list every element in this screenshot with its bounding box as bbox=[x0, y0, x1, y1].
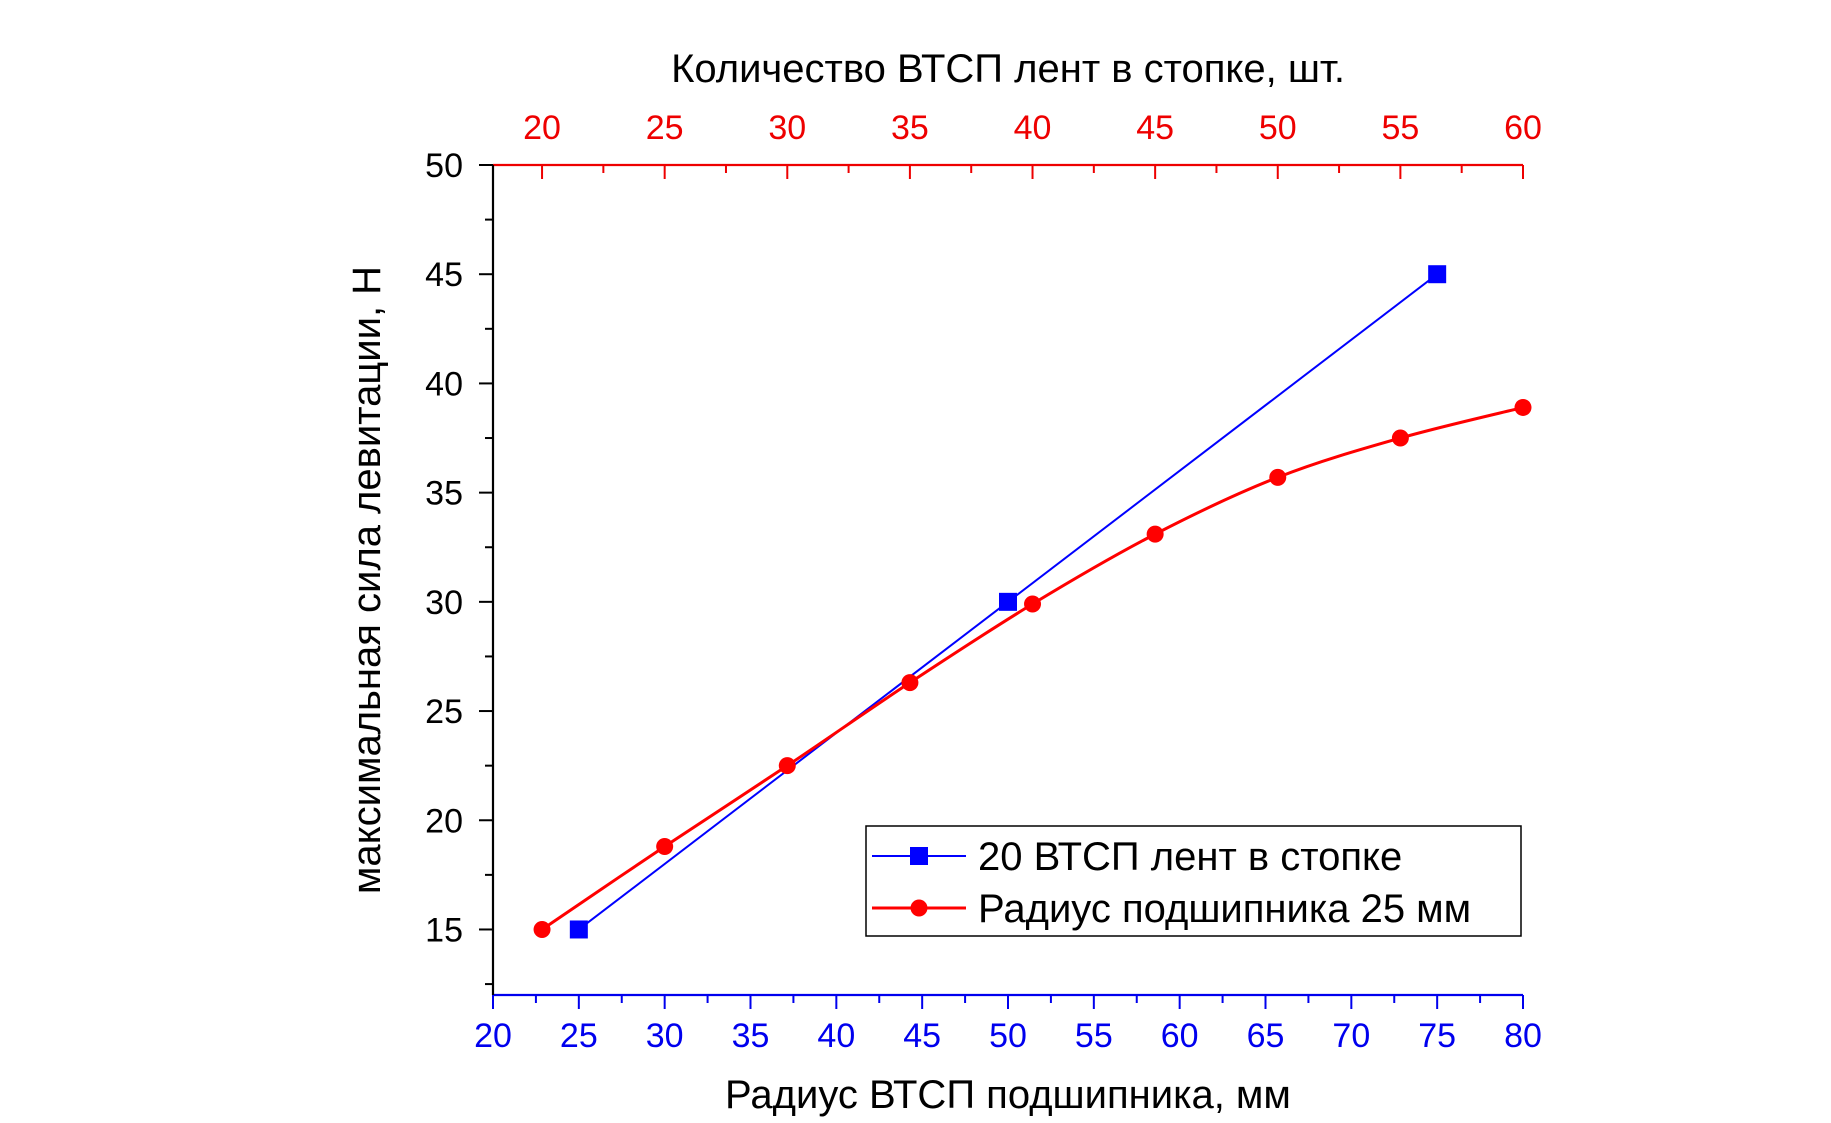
series-1-point bbox=[901, 674, 919, 692]
series-0-point bbox=[1428, 265, 1447, 284]
x-tick-label: 30 bbox=[646, 1017, 684, 1055]
x2-tick-label: 45 bbox=[1136, 109, 1174, 147]
series-1-point bbox=[656, 837, 674, 855]
y-tick-label: 15 bbox=[425, 911, 463, 949]
x-tick-label: 60 bbox=[1161, 1017, 1199, 1055]
series-1-line bbox=[541, 405, 1524, 931]
legend-box bbox=[865, 825, 1522, 937]
x-tick-label: 50 bbox=[989, 1017, 1027, 1055]
axes: 20 25 30 35 40 45 50 55 60 65 70 75 80 20 25 30 35 40 45 50… bbox=[425, 109, 1542, 1055]
y-tick-label: 20 bbox=[425, 802, 463, 840]
x2-tick-label: 55 bbox=[1381, 109, 1419, 147]
legend-marker-1 bbox=[910, 899, 928, 917]
series-layer bbox=[533, 265, 1532, 939]
y-tick-label: 30 bbox=[425, 584, 463, 622]
series-1-point bbox=[1514, 398, 1532, 416]
x-tick-label: 80 bbox=[1504, 1017, 1542, 1055]
y-tick-label: 45 bbox=[425, 256, 463, 294]
x2-tick-label: 35 bbox=[891, 109, 929, 147]
legend-label-0: 20 ВТСП лент в стопке bbox=[978, 835, 1402, 879]
y-tick-label: 25 bbox=[425, 693, 463, 731]
x-axis-title: Радиус ВТСП подшипника, мм bbox=[725, 1073, 1291, 1117]
y-tick-label: 50 bbox=[425, 147, 463, 185]
x-tick-label: 20 bbox=[474, 1017, 512, 1055]
axis-titles: Радиус ВТСП подшипника, мм Количество ВТ… bbox=[345, 47, 1345, 1117]
x2-tick-label: 60 bbox=[1504, 109, 1542, 147]
legend-label-1: Радиус подшипника 25 мм bbox=[978, 887, 1471, 931]
x2-axis-title: Количество ВТСП лент в стопке, шт. bbox=[671, 47, 1345, 91]
x-tick-label: 70 bbox=[1332, 1017, 1370, 1055]
series-1-point bbox=[1146, 525, 1164, 543]
y-tick-label: 40 bbox=[425, 365, 463, 403]
x-tick-label: 55 bbox=[1075, 1017, 1113, 1055]
x2-tick-label: 30 bbox=[768, 109, 806, 147]
series-1-point bbox=[1024, 595, 1042, 613]
legend-marker-0 bbox=[910, 847, 928, 865]
series-0-point bbox=[569, 920, 588, 939]
x-tick-label: 40 bbox=[817, 1017, 855, 1055]
x-tick-label: 65 bbox=[1247, 1017, 1285, 1055]
legend: 20 ВТСП лент в стопке Радиус подшипника 2… bbox=[865, 825, 1522, 937]
x2-tick-label: 50 bbox=[1259, 109, 1297, 147]
series-1-point bbox=[778, 757, 796, 775]
series-1-point bbox=[533, 920, 551, 938]
x-tick-label: 25 bbox=[560, 1017, 598, 1055]
series-1-point bbox=[1269, 468, 1287, 486]
x2-tick-label: 20 bbox=[523, 109, 561, 147]
y-tick-label: 35 bbox=[425, 475, 463, 513]
x-tick-label: 75 bbox=[1418, 1017, 1456, 1055]
x-tick-label: 35 bbox=[732, 1017, 770, 1055]
x2-tick-label: 40 bbox=[1014, 109, 1052, 147]
series-0-point bbox=[999, 592, 1017, 611]
series-1-point bbox=[1391, 429, 1409, 447]
x2-tick-label: 25 bbox=[646, 109, 684, 147]
x-tick-label: 45 bbox=[903, 1017, 941, 1055]
y-axis-title: максимальная сила левитации, Н bbox=[345, 266, 389, 894]
